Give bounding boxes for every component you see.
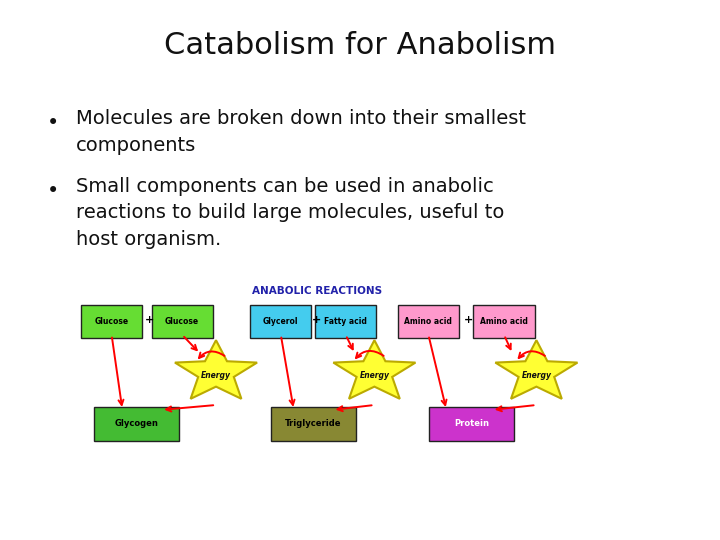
FancyBboxPatch shape (474, 305, 534, 338)
Text: +: + (145, 315, 153, 325)
Text: Glycerol: Glycerol (263, 317, 299, 326)
FancyBboxPatch shape (152, 305, 213, 338)
FancyBboxPatch shape (429, 407, 514, 441)
Text: +: + (312, 315, 321, 325)
FancyBboxPatch shape (94, 407, 179, 441)
Text: Glucose: Glucose (94, 317, 129, 326)
Text: Amino acid: Amino acid (405, 317, 452, 326)
Text: Amino acid: Amino acid (480, 317, 528, 326)
FancyBboxPatch shape (397, 305, 459, 338)
FancyBboxPatch shape (315, 305, 376, 338)
Text: •: • (47, 181, 59, 201)
Text: Triglyceride: Triglyceride (285, 420, 341, 428)
Text: Energy: Energy (521, 371, 552, 380)
Text: Energy: Energy (201, 371, 231, 380)
Text: Small components can be used in anabolic
reactions to build large molecules, use: Small components can be used in anabolic… (76, 177, 504, 248)
Polygon shape (175, 340, 257, 399)
Text: Energy: Energy (359, 371, 390, 380)
Text: Glucose: Glucose (165, 317, 199, 326)
Text: Fatty acid: Fatty acid (324, 317, 367, 326)
Text: ANABOLIC REACTIONS: ANABOLIC REACTIONS (252, 286, 382, 295)
Text: •: • (47, 113, 59, 133)
Text: Molecules are broken down into their smallest
components: Molecules are broken down into their sma… (76, 109, 526, 154)
Polygon shape (495, 340, 577, 399)
FancyBboxPatch shape (81, 305, 142, 338)
FancyBboxPatch shape (271, 407, 356, 441)
Text: Protein: Protein (454, 420, 489, 428)
FancyBboxPatch shape (251, 305, 311, 338)
Text: Glycogen: Glycogen (115, 420, 158, 428)
Text: Catabolism for Anabolism: Catabolism for Anabolism (164, 31, 556, 60)
Polygon shape (333, 340, 415, 399)
Text: +: + (464, 315, 473, 325)
